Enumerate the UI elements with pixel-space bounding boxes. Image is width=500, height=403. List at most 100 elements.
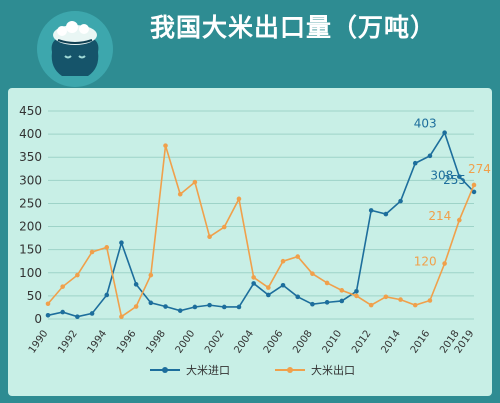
import-data-point xyxy=(310,301,315,307)
export-data-point xyxy=(442,261,447,266)
import-data-point xyxy=(324,300,330,305)
y-tick-label: 450 xyxy=(19,104,42,118)
export-data-point xyxy=(324,280,330,286)
page-title: 我国大米出口量（万吨） xyxy=(150,13,437,42)
export-data-point xyxy=(280,258,286,264)
import-data-point xyxy=(442,130,447,136)
x-tick-label: 2000 xyxy=(174,328,198,355)
export-data-point xyxy=(295,254,301,259)
chart-legend: 大米进口 大米出口 xyxy=(0,362,500,382)
export-data-point xyxy=(427,298,433,303)
x-tick-label: 1998 xyxy=(144,328,168,355)
export-data-point xyxy=(457,217,462,223)
import-data-point xyxy=(457,174,462,179)
import-data-point xyxy=(383,211,389,217)
x-tick-label: 1994 xyxy=(86,328,110,355)
import-data-point xyxy=(236,304,242,310)
chart-panel xyxy=(8,88,492,396)
import-data-point xyxy=(251,281,256,286)
import-data-point xyxy=(280,282,286,288)
import-data-point xyxy=(295,294,301,300)
x-tick-label: 2012 xyxy=(350,328,374,355)
y-tick-label: 50 xyxy=(27,289,42,303)
import-data-point xyxy=(471,189,477,195)
header: 我国大米出口量（万吨） xyxy=(0,0,500,92)
export-data-point xyxy=(207,234,212,240)
y-tick-label: 300 xyxy=(19,173,42,187)
x-tick-label: 1996 xyxy=(115,328,139,355)
x-tick-label: 2006 xyxy=(262,328,286,355)
export-series-line xyxy=(47,145,475,319)
export-data-point xyxy=(251,275,256,280)
export-data-point xyxy=(133,304,139,309)
import-data-point xyxy=(119,240,124,246)
export-data-point xyxy=(310,271,315,277)
data-label: 120 xyxy=(414,255,437,269)
data-label: 403 xyxy=(414,117,437,131)
export-data-point xyxy=(266,285,271,290)
data-label: 308 xyxy=(430,169,453,183)
x-tick-label: 2004 xyxy=(233,328,257,355)
data-label: 255 xyxy=(443,173,466,187)
legend-label-import: 大米进口 xyxy=(186,364,230,377)
import-series-line xyxy=(47,130,475,318)
export-data-point xyxy=(471,182,477,188)
export-data-point xyxy=(104,245,110,250)
export-data-point xyxy=(148,272,154,278)
import-data-point xyxy=(221,304,227,310)
x-tick-label: 2016 xyxy=(409,328,433,355)
y-tick-label: 250 xyxy=(19,196,42,210)
import-data-point xyxy=(177,308,183,313)
export-data-point xyxy=(60,284,65,289)
import-data-point xyxy=(427,153,433,159)
import-data-point xyxy=(207,302,212,308)
import-data-point xyxy=(133,282,139,287)
import-data-point xyxy=(266,292,271,298)
export-data-point xyxy=(368,302,374,308)
import-data-point xyxy=(45,313,51,318)
y-tick-label: 100 xyxy=(19,266,42,280)
export-data-point xyxy=(75,272,80,278)
rice-sack-icon xyxy=(36,10,114,88)
export-data-point xyxy=(192,179,198,185)
export-data-point xyxy=(45,301,51,307)
x-tick-label: 1992 xyxy=(56,328,80,355)
export-data-point xyxy=(383,294,389,300)
y-tick-label: 0 xyxy=(34,312,42,326)
y-tick-label: 150 xyxy=(19,243,42,257)
x-tick-label: 1990 xyxy=(27,328,51,355)
data-label: 274 xyxy=(468,162,491,176)
export-data-point xyxy=(89,249,95,255)
import-data-point xyxy=(368,208,374,213)
import-data-point xyxy=(354,288,359,294)
x-tick-label: 2014 xyxy=(379,328,403,355)
legend-item-export: 大米出口 xyxy=(275,362,355,378)
x-tick-label: 2010 xyxy=(321,328,345,355)
export-data-point xyxy=(236,196,242,202)
export-data-point xyxy=(398,297,403,302)
import-data-point xyxy=(192,304,198,310)
data-label: 214 xyxy=(428,209,451,223)
y-tick-label: 350 xyxy=(19,150,42,164)
export-data-point xyxy=(339,288,345,293)
import-data-point xyxy=(398,198,403,204)
export-data-point xyxy=(221,224,227,230)
import-data-point xyxy=(148,300,154,306)
import-data-point xyxy=(339,298,345,304)
export-data-point xyxy=(412,302,418,308)
import-data-point xyxy=(75,314,80,319)
x-tick-label: 2002 xyxy=(203,328,227,355)
export-data-point xyxy=(119,314,124,319)
import-data-point xyxy=(104,292,110,298)
export-data-point xyxy=(163,143,168,148)
import-data-point xyxy=(163,304,168,309)
legend-swatch-import xyxy=(150,367,180,373)
import-data-point xyxy=(412,160,418,166)
legend-swatch-export xyxy=(275,367,305,373)
y-tick-label: 200 xyxy=(19,220,42,234)
legend-item-import: 大米进口 xyxy=(150,362,230,378)
export-data-point xyxy=(177,191,183,197)
export-data-point xyxy=(354,293,359,299)
legend-label-export: 大米出口 xyxy=(311,364,355,377)
